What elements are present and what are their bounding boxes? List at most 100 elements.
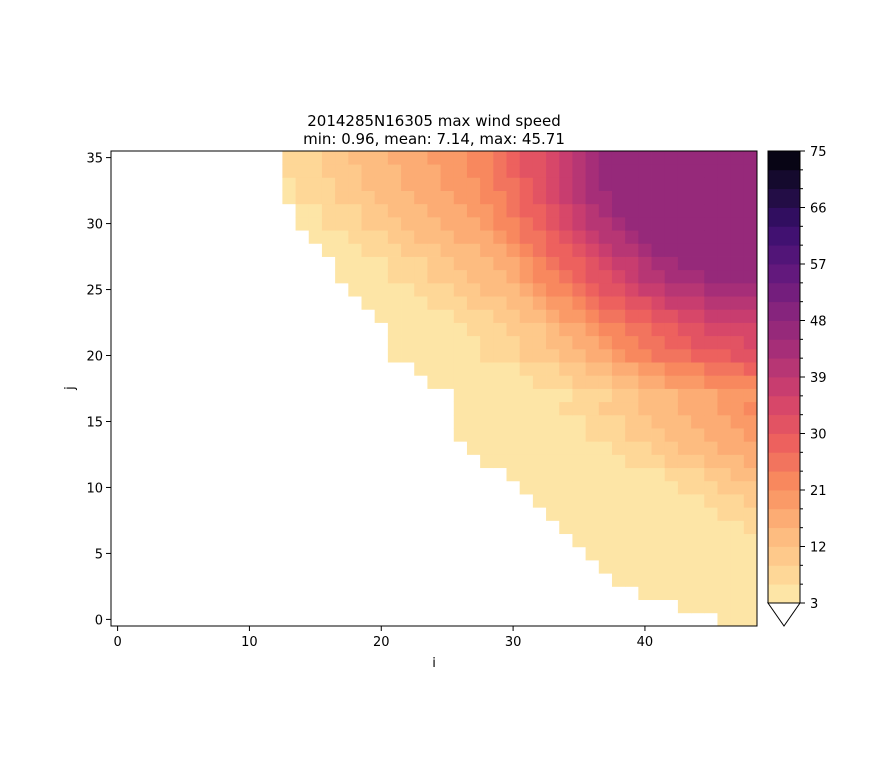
heatmap-cell [453, 151, 468, 165]
heatmap-cell [519, 216, 534, 231]
heatmap-cell [691, 599, 705, 614]
heatmap-cell [691, 362, 705, 376]
heatmap-cell [664, 230, 679, 244]
heatmap-cell [348, 230, 362, 244]
heatmap-cell [677, 230, 692, 244]
heatmap-cell [453, 269, 468, 284]
heatmap-cell [427, 164, 441, 178]
heatmap-cell [532, 216, 547, 231]
heatmap-cell [585, 362, 600, 376]
heatmap-cell [321, 243, 336, 257]
heatmap-cell [677, 362, 692, 376]
heatmap-cell [704, 441, 718, 455]
heatmap-cell [651, 586, 666, 601]
heatmap-cell [598, 388, 613, 403]
heatmap-cell [453, 401, 468, 416]
heatmap-cell [585, 177, 600, 191]
heatmap-cell [559, 256, 573, 271]
heatmap-cell [664, 309, 679, 323]
heatmap-cell [532, 375, 547, 389]
heatmap-cell [585, 256, 600, 271]
heatmap-cell [625, 269, 639, 284]
heatmap-cell [704, 573, 718, 587]
heatmap-cell [361, 296, 376, 310]
heatmap-cell [361, 151, 376, 165]
heatmap-cell [506, 309, 521, 323]
heatmap-cell [730, 454, 745, 469]
heatmap-cell [743, 612, 758, 627]
heatmap-cell [361, 256, 376, 271]
heatmap-cell [480, 190, 494, 205]
heatmap-cell [651, 230, 666, 244]
heatmap-cell [691, 573, 705, 587]
heatmap-cell [506, 388, 521, 403]
heatmap-cell [466, 322, 481, 337]
heatmap-cell [414, 216, 428, 231]
heatmap-cell [691, 256, 705, 271]
chart-subtitle: min: 0.96, mean: 7.14, max: 45.71 [303, 130, 565, 148]
heatmap-cell [625, 177, 639, 191]
heatmap-cell [743, 203, 758, 218]
heatmap-cell [625, 520, 639, 535]
heatmap-cell [466, 164, 481, 178]
heatmap-cell [506, 243, 521, 257]
colorbar-segment [768, 320, 800, 340]
heatmap-cell [743, 573, 758, 587]
colorbar-segment [768, 452, 800, 472]
heatmap-cell [387, 230, 402, 244]
heatmap-cell [572, 190, 587, 205]
heatmap-cell [427, 216, 441, 231]
heatmap-cell [611, 243, 626, 257]
heatmap-cell [572, 296, 587, 310]
heatmap-cell [506, 335, 521, 350]
heatmap-cell [295, 190, 310, 205]
heatmap-cell [717, 388, 732, 403]
heatmap-cell [387, 216, 402, 231]
heatmap-cell [664, 388, 679, 403]
heatmap-cell [677, 507, 692, 521]
heatmap-cell [506, 467, 521, 482]
heatmap-cell [717, 599, 732, 614]
heatmap-cell [427, 362, 441, 376]
colorbar-segment [768, 301, 800, 321]
colorbar-tick-label: 39 [810, 371, 827, 386]
heatmap-cells [282, 151, 758, 627]
heatmap-cell [585, 269, 600, 284]
heatmap-cell [532, 151, 547, 165]
heatmap-cell [532, 428, 547, 442]
heatmap-cell [572, 348, 587, 363]
heatmap-cell [532, 494, 547, 508]
heatmap-cell [559, 216, 573, 231]
heatmap-cell [730, 428, 745, 442]
heatmap-cell [677, 309, 692, 323]
heatmap-cell [519, 230, 534, 244]
heatmap-cell [585, 520, 600, 535]
heatmap-cell [585, 546, 600, 561]
heatmap-cell [677, 375, 692, 389]
heatmap-cell [466, 375, 481, 389]
heatmap-cell [546, 309, 560, 323]
heatmap-cell [453, 164, 468, 178]
heatmap-cell [401, 335, 415, 350]
heatmap-cell [598, 414, 613, 429]
heatmap-cell [480, 322, 494, 337]
colorbar-tick-label: 66 [810, 202, 827, 217]
heatmap-cell [532, 362, 547, 376]
heatmap-cell [414, 177, 428, 191]
heatmap-cell [743, 507, 758, 521]
heatmap-cell [717, 612, 732, 627]
heatmap-cell [598, 190, 613, 205]
heatmap-cell [480, 216, 494, 231]
heatmap-cell [717, 507, 732, 521]
heatmap-cell [559, 467, 573, 482]
heatmap-cell [743, 190, 758, 205]
heatmap-cell [546, 480, 560, 495]
heatmap-cell [585, 494, 600, 508]
heatmap-cell [730, 164, 745, 178]
heatmap-cell [282, 151, 296, 165]
heatmap-cell [466, 269, 481, 284]
heatmap-cell [598, 309, 613, 323]
heatmap-cell [374, 282, 389, 297]
heatmap-cell [638, 573, 652, 587]
heatmap-cell [546, 282, 560, 297]
